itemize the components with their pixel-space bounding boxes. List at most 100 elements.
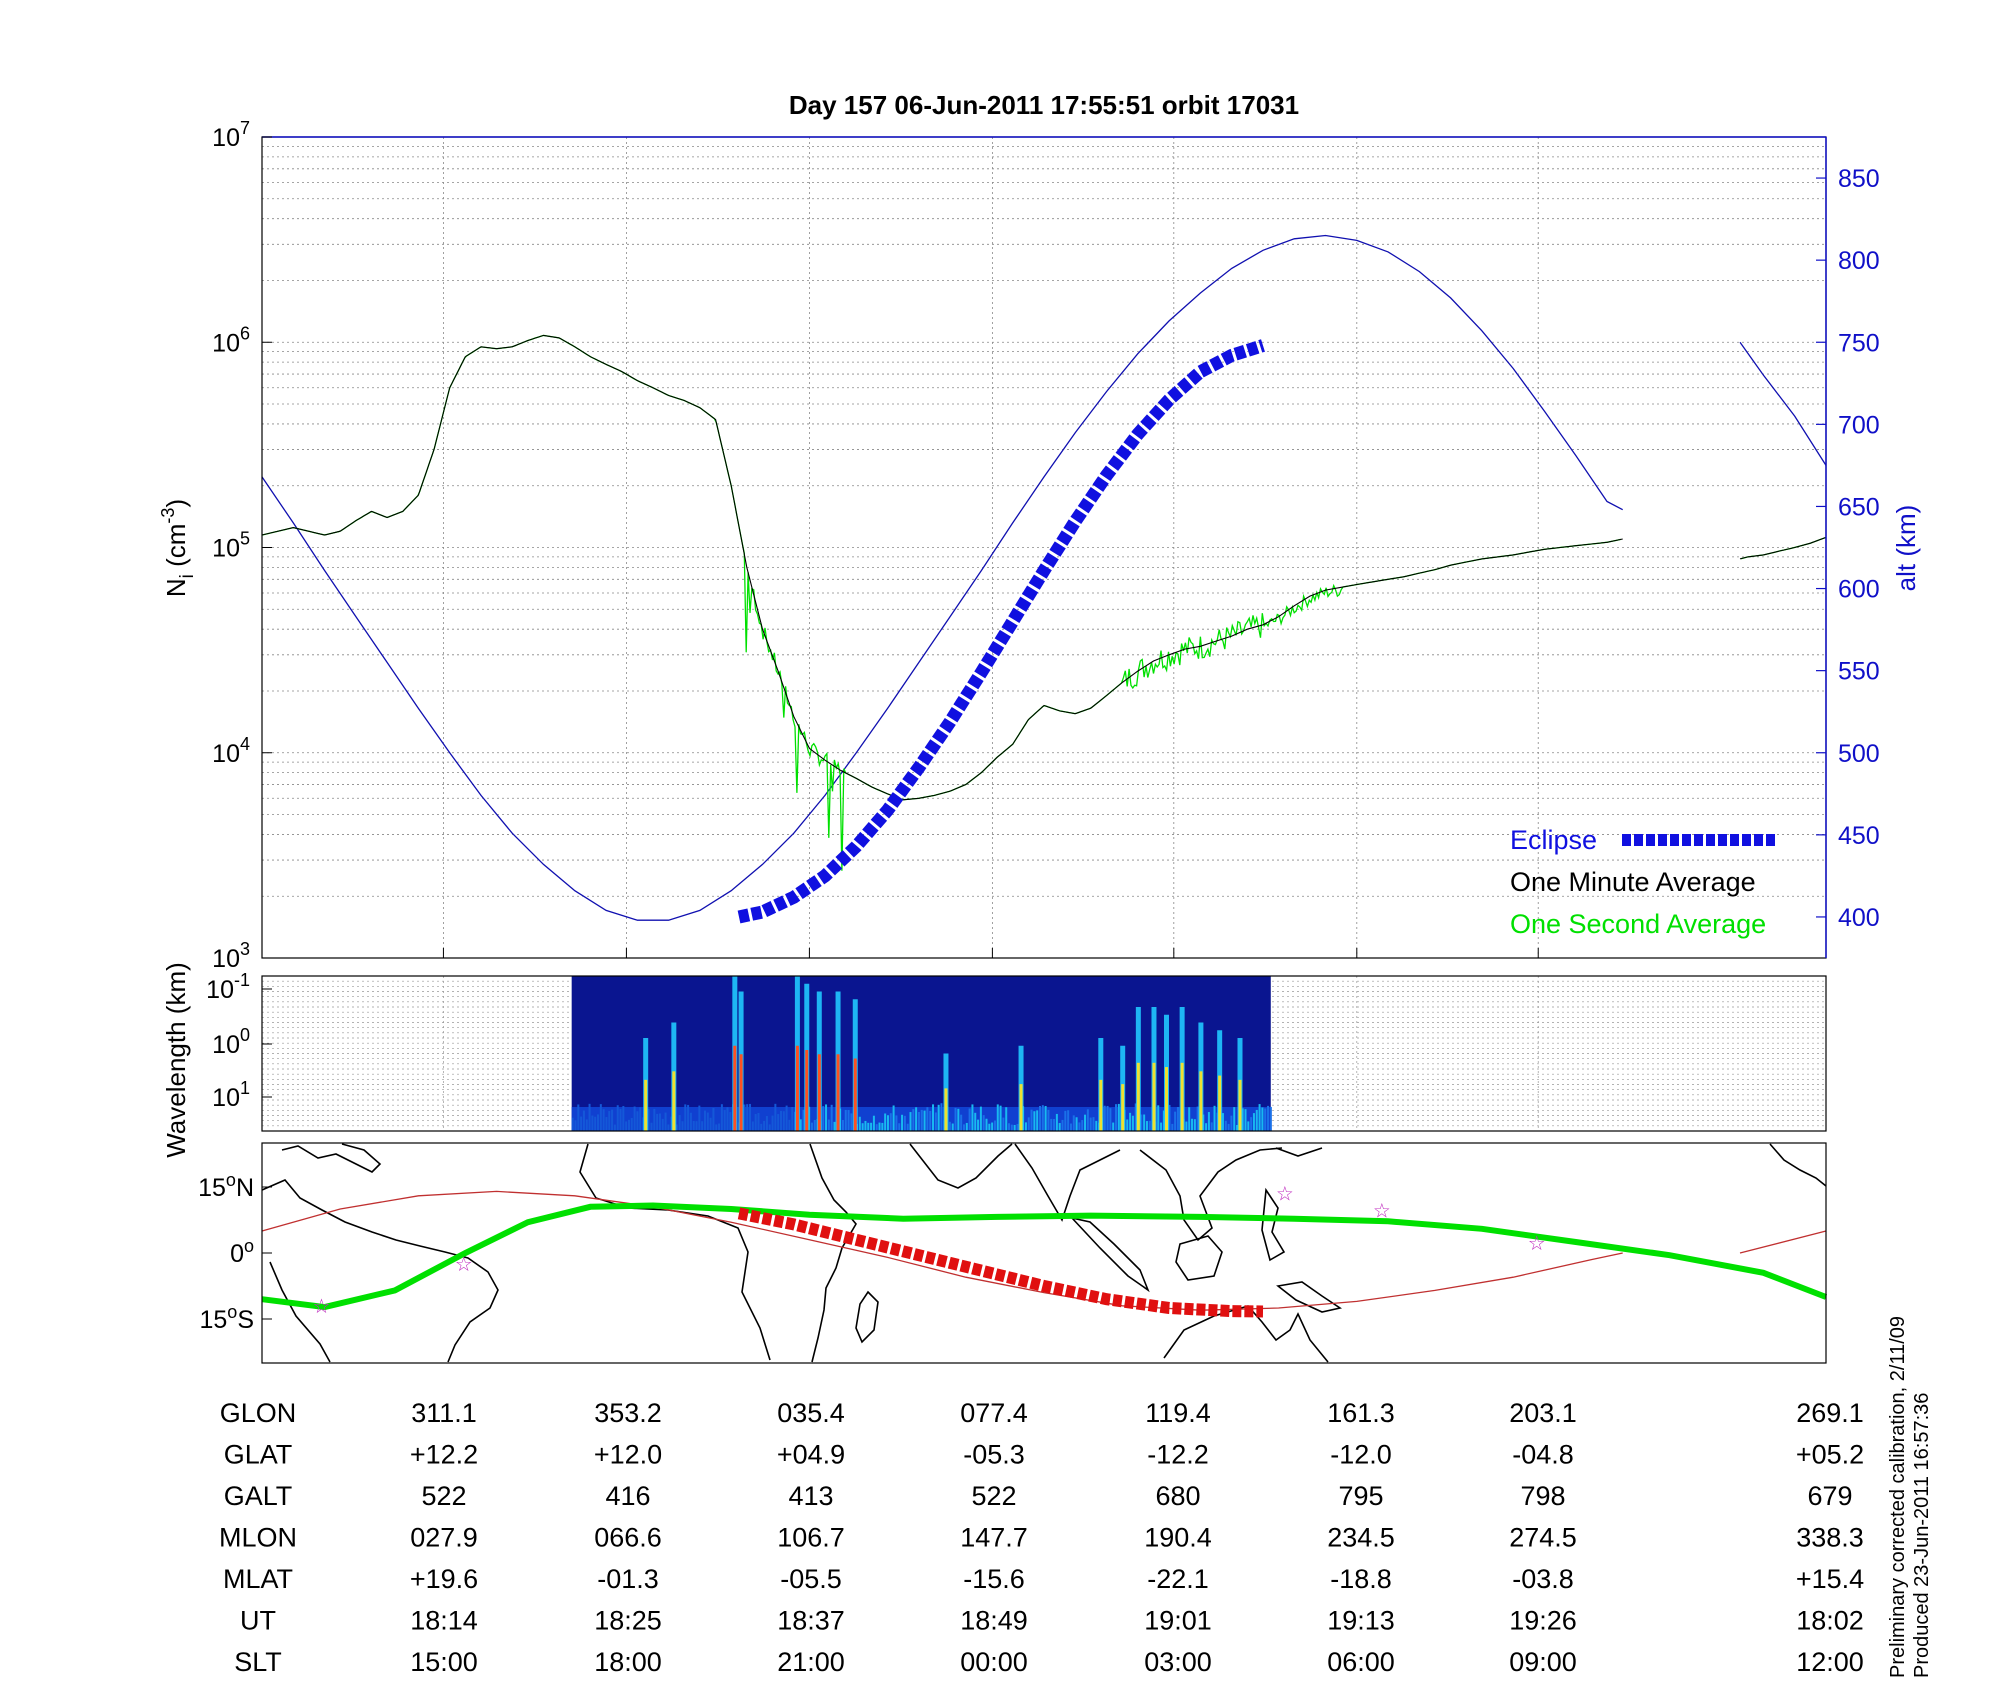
map-panel: ☆ ☆ ☆ ☆ ☆ 15oN 0o 15oS	[198, 1142, 1828, 1364]
spectrogram-column	[1008, 1123, 1011, 1131]
table-cell: -15.6	[963, 1564, 1025, 1594]
spectrogram-column	[977, 1119, 980, 1131]
table-cell: 06:00	[1327, 1647, 1395, 1677]
table-row-label: MLAT	[223, 1564, 293, 1594]
spectrogram-column	[1050, 1118, 1053, 1131]
coast-sumatra	[1069, 1216, 1150, 1293]
spectrogram-column	[765, 1116, 768, 1131]
spectrogram-column	[639, 1107, 642, 1131]
spectrogram-column	[968, 1108, 971, 1131]
spectrogram-column	[1233, 1107, 1236, 1131]
spectrogram-column	[1081, 1120, 1084, 1131]
spectrogram-column	[844, 1109, 847, 1131]
latitude-tick-label: 15oS	[199, 1302, 254, 1334]
spectrogram-column	[1058, 1123, 1061, 1131]
altitude-tick-label: 750	[1838, 329, 1880, 357]
spectrogram-column	[889, 1113, 892, 1131]
legend-one-minute-label: One Minute Average	[1510, 867, 1756, 897]
spectrogram-column	[1143, 1114, 1146, 1131]
spectrogram-column	[1196, 1106, 1199, 1131]
map-frame	[261, 1142, 1827, 1364]
map-stars: ☆ ☆ ☆ ☆ ☆	[312, 1182, 1545, 1318]
spectrogram-column	[1072, 1115, 1075, 1131]
table-cell: 338.3	[1796, 1523, 1864, 1553]
density-tick-label: 103	[212, 939, 250, 973]
spectrogram-column	[917, 1111, 920, 1131]
altitude-tick-label: 700	[1838, 411, 1880, 439]
spectrogram-column	[703, 1110, 706, 1131]
spectrogram-column	[1168, 1104, 1171, 1131]
spectrogram-column	[760, 1123, 763, 1131]
spectrogram-column	[892, 1105, 895, 1131]
spectrogram-column	[1261, 1107, 1264, 1131]
spectrogram-column	[1053, 1118, 1056, 1131]
one-second-average-series	[261, 334, 1826, 871]
spectrogram-column	[788, 1119, 791, 1131]
spectrogram-burst-core	[739, 1054, 743, 1131]
spectrogram-burst-core	[1218, 1075, 1222, 1131]
table-cell: 413	[788, 1481, 833, 1511]
spectrogram-column	[571, 1117, 574, 1131]
spectrogram-column	[957, 1108, 960, 1131]
spectrogram-column	[1055, 1113, 1058, 1131]
spectrogram-column	[670, 1116, 673, 1131]
spectrogram-column	[1103, 1105, 1106, 1131]
table-cell: 035.4	[777, 1398, 845, 1428]
spectrogram-column	[825, 1104, 828, 1131]
spectrogram-column	[692, 1121, 695, 1131]
spectrogram-column	[884, 1113, 887, 1131]
spectrogram-column	[1267, 1105, 1270, 1131]
spectrogram-column	[582, 1110, 585, 1131]
table-row-label: GLON	[220, 1398, 297, 1428]
table-cell: 00:00	[960, 1647, 1028, 1677]
table-cell: 09:00	[1509, 1647, 1577, 1677]
spectrogram-column	[661, 1118, 664, 1131]
eclipse-line	[737, 339, 1265, 924]
table-cell: 18:02	[1796, 1606, 1864, 1636]
coast-southeast-asia	[1139, 1147, 1283, 1242]
coast-north-america	[1769, 1143, 1827, 1187]
spectrogram-column	[830, 1104, 833, 1131]
spectrogram-column	[872, 1115, 875, 1131]
spectrogram-burst-core	[1121, 1084, 1125, 1131]
spectrogram-burst-core	[1238, 1079, 1242, 1131]
spectrogram-column	[965, 1122, 968, 1131]
table-cell: +15.4	[1796, 1564, 1864, 1594]
spectrogram-column	[915, 1107, 918, 1131]
table-cell: 12:00	[1796, 1647, 1864, 1677]
density-tick-label: 107	[212, 118, 250, 152]
spectrogram-burst-core	[817, 1054, 821, 1131]
table-cell: 066.6	[594, 1523, 662, 1553]
spectrogram-column	[585, 1119, 588, 1131]
table-row-label: SLT	[234, 1647, 282, 1677]
spectrogram-column	[901, 1114, 904, 1131]
spectrogram-column	[1174, 1111, 1177, 1131]
altitude-y-label: alt (km)	[1891, 505, 1921, 592]
spectrogram-column	[749, 1103, 752, 1131]
table-cell: 18:25	[594, 1606, 662, 1636]
one-second-average-line	[261, 334, 1826, 871]
spectrogram-column	[658, 1113, 661, 1131]
spectrogram-column	[906, 1123, 909, 1131]
spectrogram-column	[1036, 1110, 1039, 1131]
density-tick-label: 106	[212, 323, 250, 357]
spectrogram-column	[1205, 1123, 1208, 1131]
spectrogram-column	[611, 1109, 614, 1131]
table-cell: 203.1	[1509, 1398, 1577, 1428]
table-cell: +12.2	[410, 1440, 478, 1470]
legend-one-second-label: One Second Average	[1510, 909, 1766, 939]
orbit-track-line	[261, 1190, 1827, 1311]
spectrogram-column	[1224, 1120, 1227, 1131]
spectrogram-column	[1207, 1112, 1210, 1131]
coast-india	[1014, 1143, 1121, 1222]
table-cell: +05.2	[1796, 1440, 1864, 1470]
coastlines	[261, 1143, 1827, 1363]
spectrogram-column	[1075, 1117, 1078, 1131]
spectrogram-column	[920, 1109, 923, 1131]
spectrogram-column	[898, 1123, 901, 1131]
spectrogram-column	[861, 1123, 864, 1131]
legend: Eclipse One Minute Average One Second Av…	[1510, 825, 1775, 939]
altitude-tick-label: 400	[1838, 904, 1880, 932]
table-cell: 18:37	[777, 1606, 845, 1636]
